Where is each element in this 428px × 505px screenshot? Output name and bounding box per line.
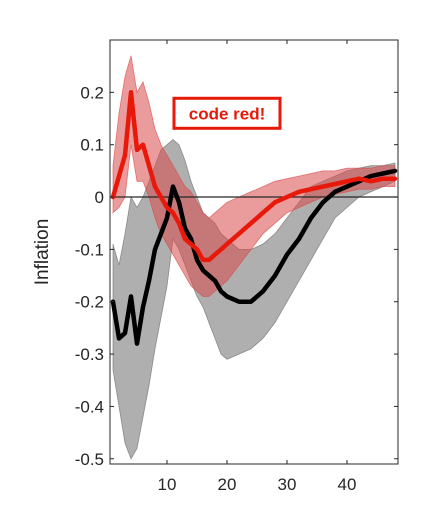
axes: [109, 39, 399, 465]
x-tick-label: 20: [218, 475, 237, 494]
y-tick-label: 0: [95, 188, 104, 207]
y-tick-label: -0.5: [75, 450, 104, 469]
y-tick-label: 0.2: [80, 83, 104, 102]
y-axis-ticks: 0.2 0.1 0 -0.1 -0.2 -0.3 -0.4 -0.5: [75, 83, 398, 469]
y-tick-label: -0.4: [75, 397, 104, 416]
x-tick-label: 10: [158, 475, 177, 494]
annotation-box: code red!: [172, 96, 282, 130]
annotation-text: code red!: [189, 104, 266, 123]
series-lines: [110, 90, 398, 346]
series-line-2: [110, 90, 398, 263]
y-tick-label: -0.3: [75, 345, 104, 364]
x-tick-label: 40: [338, 475, 357, 494]
annotation-border: [172, 96, 282, 130]
axes-box: [109, 39, 399, 465]
y-tick-label: 0.1: [80, 136, 104, 155]
y-axis-label: Inflation: [32, 219, 53, 286]
y-tick-label: -0.2: [75, 293, 104, 312]
y-tick-label: -0.1: [75, 240, 104, 259]
x-tick-label: 30: [278, 475, 297, 494]
series-line-1: [110, 168, 398, 346]
x-axis-ticks: 10 20 30 40: [158, 40, 357, 494]
